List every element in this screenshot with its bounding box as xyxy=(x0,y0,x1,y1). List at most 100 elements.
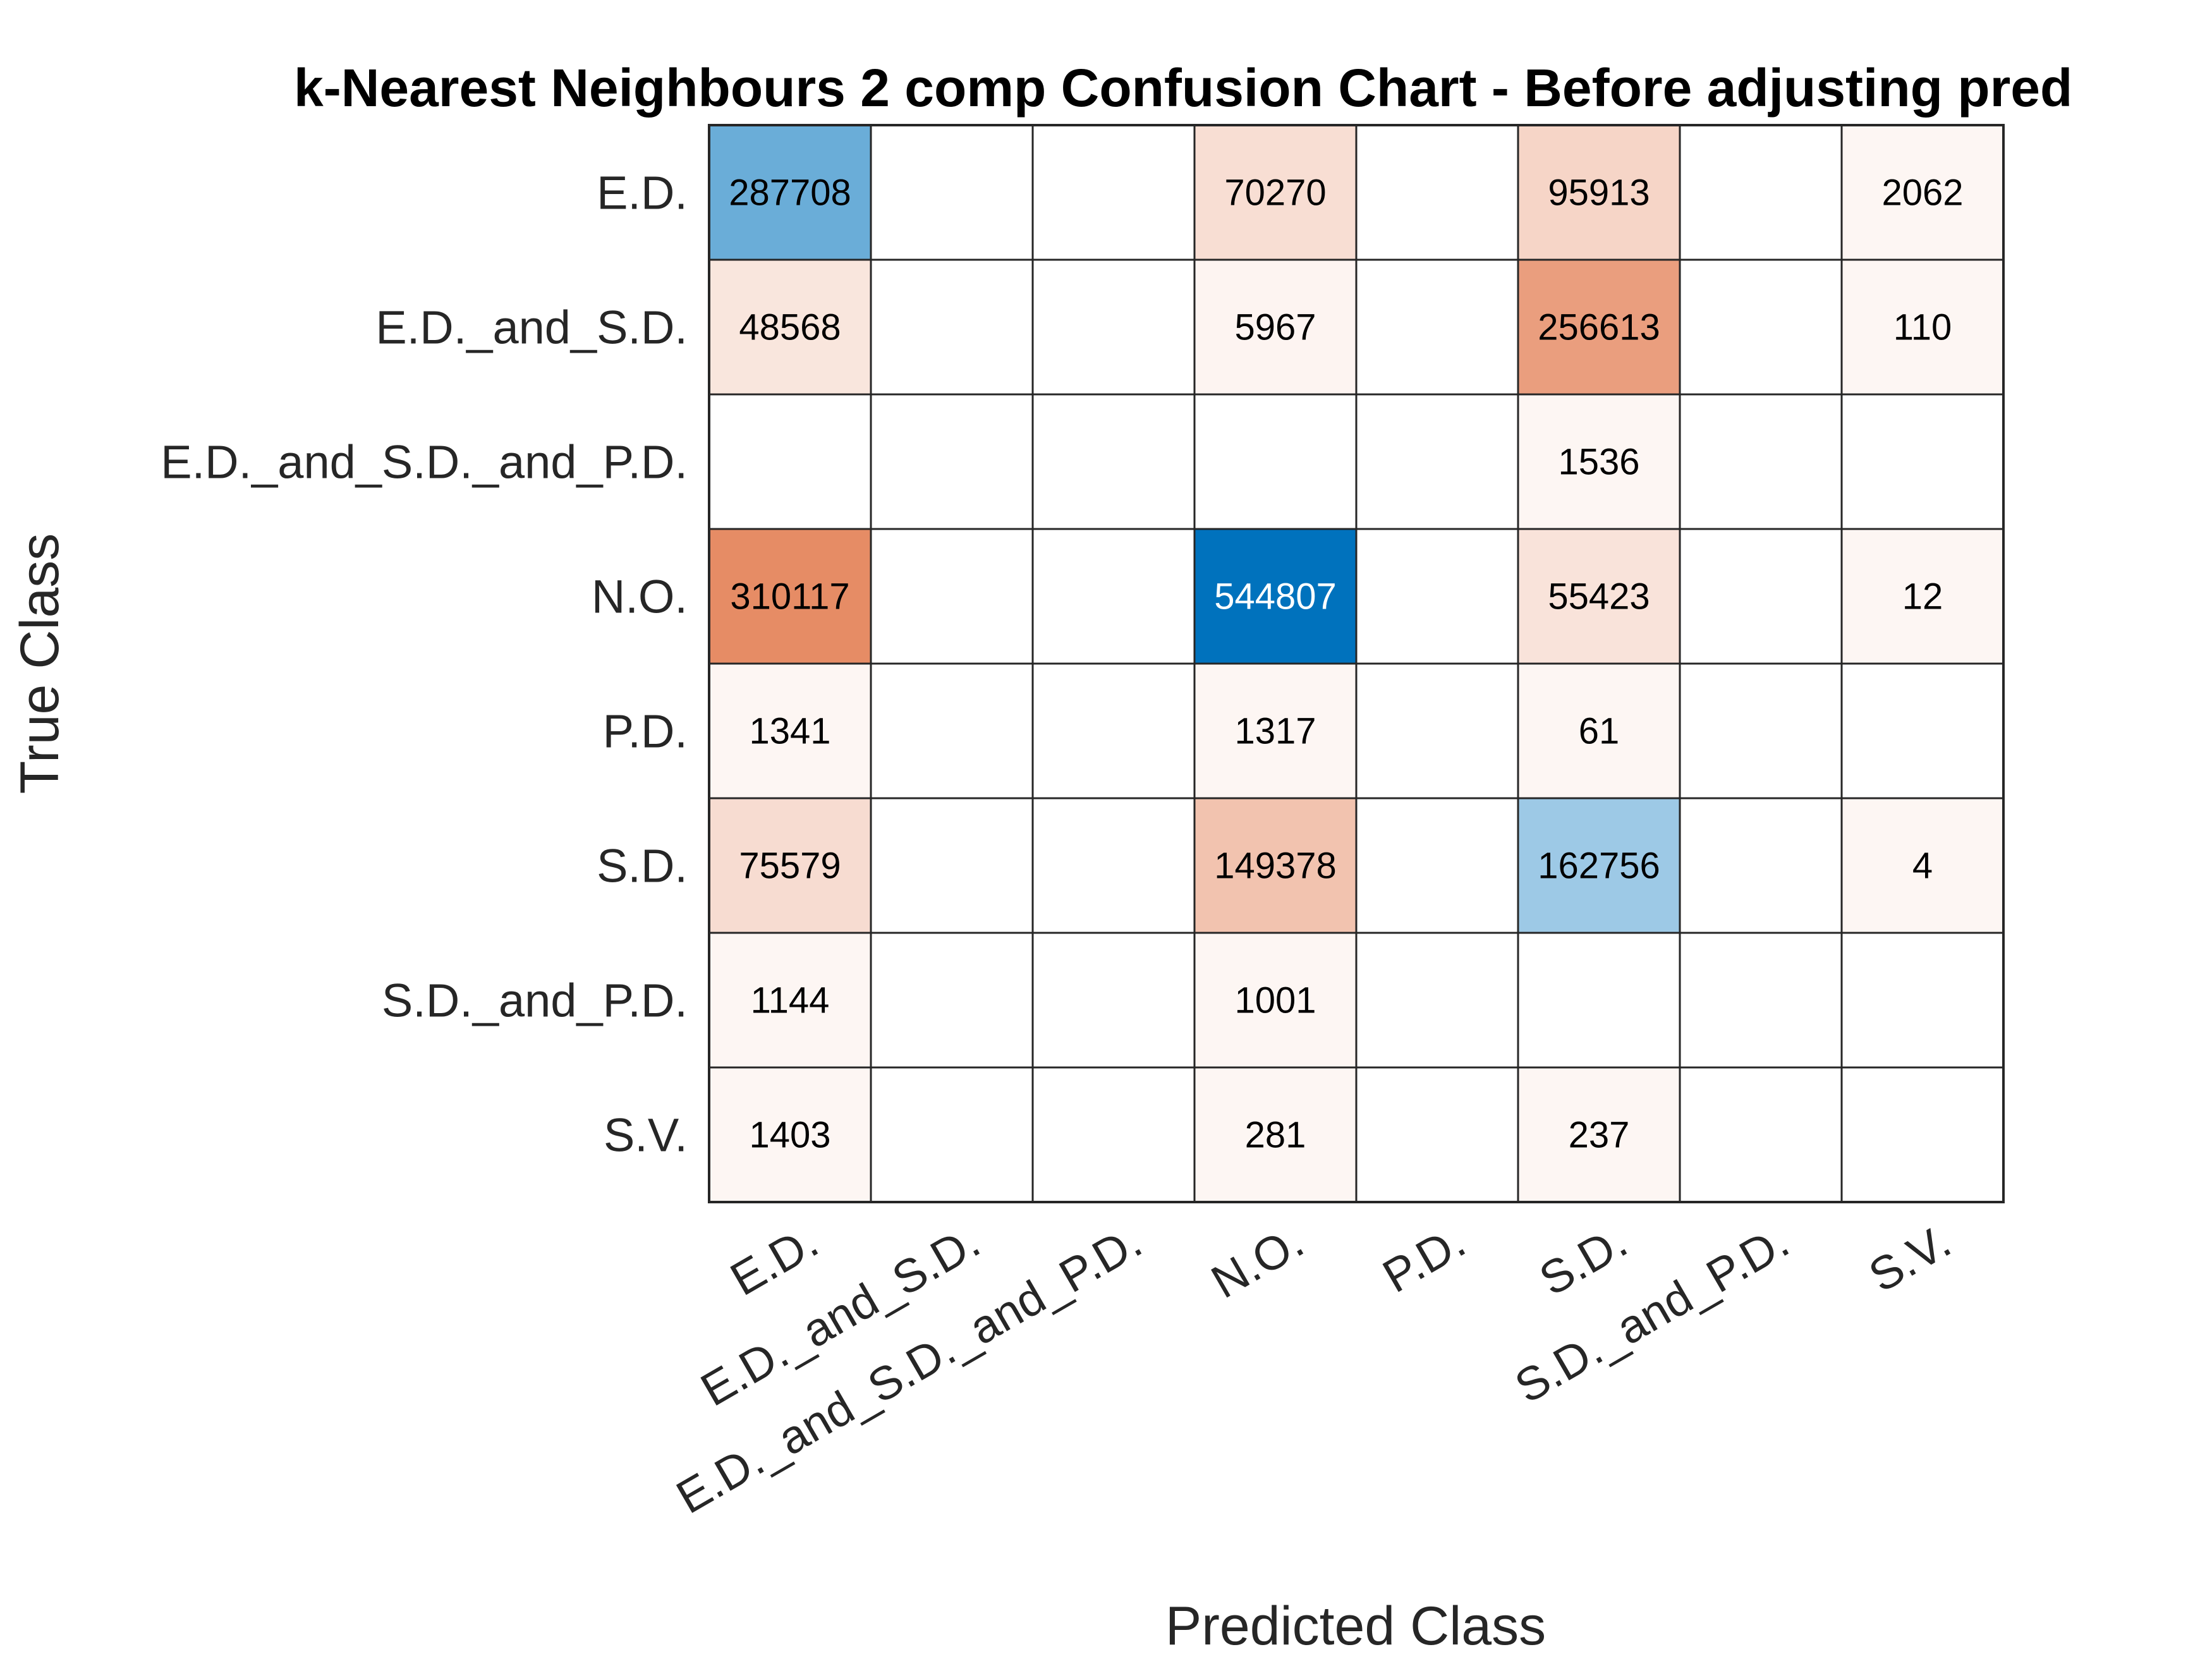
matrix-cell xyxy=(1031,797,1196,934)
confusion-matrix-cells: 287708 70270 95913 2062 48568 5967 256613 110 15… xyxy=(708,124,2005,1203)
matrix-cell-value: 1403 xyxy=(749,1115,830,1156)
matrix-cell-value: 2062 xyxy=(1881,173,1963,214)
matrix-cell xyxy=(708,258,872,396)
x-tick-label: N.O. xyxy=(1203,1215,1312,1308)
matrix-cell-value: 1144 xyxy=(751,980,830,1021)
matrix-cell xyxy=(1679,1066,1843,1203)
matrix-cell xyxy=(1679,393,1843,530)
matrix-cell xyxy=(1517,662,1681,799)
matrix-cell-value: 287708 xyxy=(729,173,851,214)
matrix-cell xyxy=(1031,932,1196,1069)
x-axis-label: Predicted Class xyxy=(1165,1596,1546,1656)
matrix-cell-value: 1536 xyxy=(1558,442,1639,483)
matrix-cell-value: 162756 xyxy=(1538,846,1660,887)
matrix-cell-value: 4 xyxy=(1912,846,1933,887)
matrix-cell-value: 149378 xyxy=(1214,846,1337,887)
matrix-cell xyxy=(1355,393,1519,530)
matrix-cell xyxy=(1840,1066,2005,1203)
matrix-cell xyxy=(1355,662,1519,799)
matrix-cell-value: 110 xyxy=(1893,307,1952,348)
matrix-cell xyxy=(1840,662,2005,799)
matrix-cell-value: 281 xyxy=(1245,1115,1306,1156)
matrix-cell-value: 1001 xyxy=(1234,980,1316,1021)
matrix-cell xyxy=(1517,797,1681,934)
matrix-cell-value: 12 xyxy=(1902,576,1943,617)
matrix-cell xyxy=(1517,1066,1681,1203)
matrix-cell xyxy=(1355,124,1519,261)
matrix-cell xyxy=(708,662,872,799)
matrix-cell xyxy=(1679,932,1843,1069)
y-tick-label: N.O. xyxy=(592,571,688,623)
matrix-cell xyxy=(1031,528,1196,665)
matrix-cell-value: 1317 xyxy=(1234,711,1316,752)
matrix-cell xyxy=(1840,528,2005,665)
matrix-cell xyxy=(708,932,872,1069)
matrix-cell xyxy=(1355,528,1519,665)
y-tick-label: E.D. xyxy=(597,167,688,219)
matrix-cell xyxy=(1679,662,1843,799)
matrix-cell xyxy=(1679,124,1843,261)
matrix-cell-value: 55423 xyxy=(1548,576,1650,617)
chart-title: k-Nearest Neighbours 2 comp Confusion Ch… xyxy=(294,58,2072,118)
matrix-cell xyxy=(1193,797,1358,934)
matrix-cell xyxy=(1193,393,1358,530)
matrix-cell xyxy=(708,393,872,530)
matrix-cell xyxy=(870,528,1034,665)
matrix-cell-value: 70270 xyxy=(1224,173,1326,214)
matrix-cell xyxy=(1031,258,1196,396)
matrix-cell xyxy=(708,1066,872,1203)
matrix-cell xyxy=(1355,1066,1519,1203)
matrix-cell-value: 1341 xyxy=(749,711,830,752)
matrix-cell-value: 310117 xyxy=(730,576,849,617)
matrix-cell-value: 237 xyxy=(1569,1115,1630,1156)
matrix-cell-value: 48568 xyxy=(739,307,841,348)
matrix-cell xyxy=(1193,932,1358,1069)
x-tick-label: P.D. xyxy=(1374,1215,1474,1303)
y-tick-label: E.D._and_S.D. xyxy=(375,301,688,354)
matrix-cell xyxy=(1840,393,2005,530)
y-tick-label: P.D. xyxy=(603,705,688,758)
matrix-cell xyxy=(1031,662,1196,799)
matrix-cell-value: 256613 xyxy=(1538,307,1660,348)
matrix-border xyxy=(708,124,2005,1203)
matrix-cell xyxy=(870,393,1034,530)
matrix-cell xyxy=(1031,1066,1196,1203)
matrix-cell xyxy=(1840,797,2005,934)
matrix-cell xyxy=(1679,528,1843,665)
matrix-cell xyxy=(870,662,1034,799)
matrix-cell xyxy=(1679,258,1843,396)
matrix-cell xyxy=(1031,393,1196,530)
matrix-cell xyxy=(1517,932,1681,1069)
x-tick-label: S.D._and_P.D. xyxy=(1506,1215,1797,1413)
matrix-cell xyxy=(870,932,1034,1069)
matrix-cell xyxy=(1679,797,1843,934)
x-tick-label: S.D. xyxy=(1531,1215,1636,1306)
matrix-cell-value: 95913 xyxy=(1548,173,1650,214)
matrix-cell-value: 75579 xyxy=(739,846,841,887)
matrix-cell xyxy=(870,124,1034,261)
y-tick-label: S.D._and_P.D. xyxy=(382,975,688,1027)
matrix-cell xyxy=(1031,124,1196,261)
matrix-cell xyxy=(1840,124,2005,261)
matrix-cell xyxy=(870,797,1034,934)
matrix-cell xyxy=(1355,932,1519,1069)
x-tick-label: E.D. xyxy=(722,1215,827,1306)
x-tick-label: S.V. xyxy=(1860,1215,1959,1302)
y-tick-labels: E.D. E.D._and_S.D. E.D._and_S.D._and_P.D. N… xyxy=(161,167,688,1162)
matrix-cell xyxy=(870,1066,1034,1203)
matrix-cell xyxy=(1355,797,1519,934)
matrix-cell xyxy=(708,528,872,665)
matrix-cell xyxy=(1517,528,1681,665)
matrix-cell-value: 61 xyxy=(1579,711,1620,752)
matrix-cell xyxy=(1840,932,2005,1069)
matrix-cell xyxy=(1355,258,1519,396)
matrix-cell-value: 5967 xyxy=(1234,307,1316,348)
matrix-cell xyxy=(1193,258,1358,396)
y-tick-label: S.V. xyxy=(604,1109,688,1162)
y-axis-label: True Class xyxy=(9,533,70,794)
matrix-cell xyxy=(870,258,1034,396)
matrix-cell xyxy=(1840,258,2005,396)
matrix-cell xyxy=(1193,124,1358,261)
y-tick-label: S.D. xyxy=(597,840,688,892)
